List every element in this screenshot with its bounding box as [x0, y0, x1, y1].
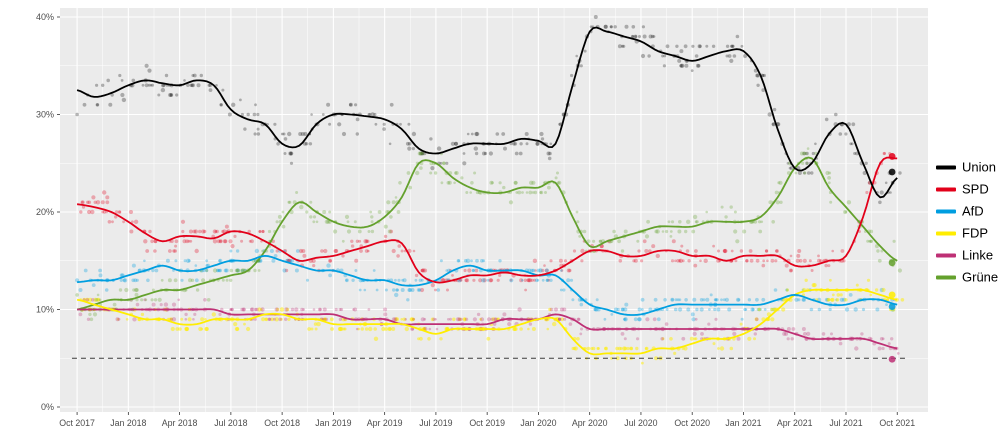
trend-line-union — [76, 26, 898, 199]
trend-line-linke — [77, 308, 898, 350]
final-result-markers — [888, 153, 896, 363]
x-tick-label: Oct 2017 — [59, 418, 95, 428]
x-tick-label: Jul 2018 — [214, 418, 247, 428]
trend-line-gruene — [76, 156, 898, 311]
axis-tick-marks — [57, 16, 898, 415]
legend-item-union: Union — [936, 161, 998, 174]
legend-swatch-gruene — [936, 275, 956, 279]
legend-item-spd: SPD — [936, 183, 998, 196]
x-tick-label: Apr 2021 — [777, 418, 813, 428]
trend-line-spd — [76, 156, 898, 284]
trend-line-fdp — [76, 288, 898, 356]
legend-label: SPD — [962, 181, 989, 197]
legend-swatch-linke — [936, 253, 956, 257]
y-axis-labels: 0% 10% 20% 30% 40% — [36, 12, 54, 412]
x-tick-label: Jan 2018 — [110, 418, 146, 428]
x-tick-label: Oct 2021 — [879, 418, 915, 428]
legend-item-afd: AfD — [936, 205, 998, 218]
final-marker-afd — [888, 303, 896, 310]
x-tick-label: Apr 2020 — [572, 418, 608, 428]
y-tick-label: 10% — [36, 305, 54, 315]
x-tick-label: Oct 2019 — [469, 418, 505, 428]
plot-panel — [60, 8, 928, 412]
trend-line-afd — [77, 255, 898, 316]
gridlines-minor — [60, 8, 928, 412]
x-tick-label: Oct 2020 — [674, 418, 710, 428]
legend-label: Linke — [962, 247, 994, 263]
x-tick-label: Jul 2021 — [829, 418, 862, 428]
y-tick-label: 0% — [41, 402, 54, 412]
legend-item-linke: Linke — [936, 249, 998, 262]
legend-label: Union — [962, 159, 996, 175]
final-marker-gruene — [888, 259, 896, 267]
final-marker-fdp — [888, 291, 896, 299]
legend-swatch-union — [936, 165, 956, 169]
legend-label: Grüne — [962, 269, 999, 285]
x-tick-label: Jul 2019 — [419, 418, 452, 428]
legend-swatch-fdp — [936, 231, 956, 235]
chart-legend: Union SPD AfD FDP Linke Grüne — [936, 160, 999, 284]
x-tick-label: Oct 2018 — [264, 418, 300, 428]
x-axis-labels: Oct 2017 Jan 2018 Apr 2018 Jul 2018 Oct 2018… — [59, 418, 915, 428]
final-marker-spd — [888, 153, 896, 160]
legend-label: FDP — [962, 225, 988, 241]
legend-swatch-afd — [936, 209, 956, 213]
x-tick-label: Jul 2020 — [624, 418, 657, 428]
y-tick-label: 40% — [36, 12, 54, 22]
y-tick-label: 20% — [36, 207, 54, 217]
y-tick-label: 30% — [36, 110, 54, 120]
scatter-fdp — [79, 278, 905, 365]
legend-swatch-spd — [936, 187, 956, 191]
x-tick-label: Jan 2020 — [520, 418, 556, 428]
final-marker-union — [888, 168, 896, 176]
x-tick-label: Apr 2018 — [162, 418, 198, 428]
legend-item-gruene: Grüne — [936, 271, 998, 284]
final-marker-linke — [888, 355, 896, 363]
legend-item-fdp: FDP — [936, 227, 998, 240]
legend-label: AfD — [962, 203, 984, 219]
x-tick-label: Jan 2019 — [315, 418, 351, 428]
x-tick-label: Apr 2019 — [367, 418, 403, 428]
x-tick-label: Jan 2021 — [725, 418, 761, 428]
